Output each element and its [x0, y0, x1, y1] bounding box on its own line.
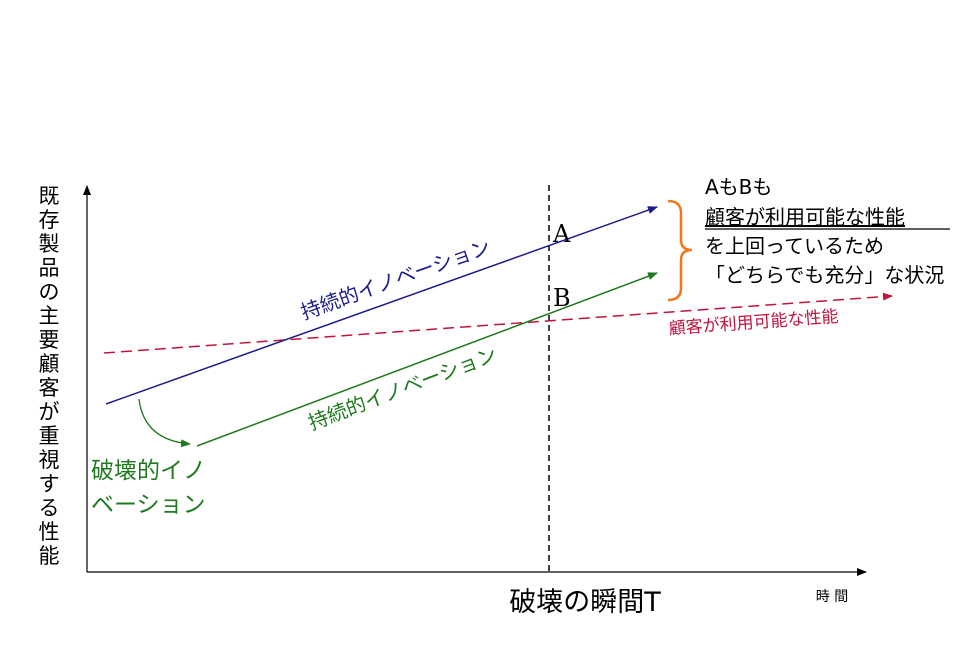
y-label-char: 視	[39, 448, 60, 472]
note-line2: 顧客が利用可能な性能	[705, 205, 905, 229]
y-label-char: 品	[39, 256, 60, 280]
moment-label: 破壊の瞬間T	[509, 587, 661, 618]
note-bracket	[667, 199, 693, 302]
disruptive-label-line1: 破壊的イノ	[91, 458, 206, 484]
y-axis-label: 既 存 製 品 の 主 要 顧 客 が 重 視 す る 性 能	[39, 184, 60, 568]
x-axis-label: 時 間	[816, 589, 848, 605]
note-line1: AもBも	[705, 175, 772, 199]
disruptive-label-line2: ベーション	[91, 492, 206, 518]
y-label-char: が	[39, 400, 60, 424]
y-label-char: 重	[39, 424, 60, 448]
y-label-char: 存	[39, 208, 60, 232]
y-label-char: 性	[39, 520, 60, 544]
lower-sustaining-line	[196, 272, 658, 447]
y-label-char: 要	[39, 328, 60, 352]
y-label-char: 既	[39, 184, 60, 208]
point-b-label: B	[553, 284, 571, 312]
point-a-label: A	[552, 220, 571, 248]
y-label-char: る	[39, 496, 60, 520]
customer-performance-line	[103, 292, 893, 354]
upper-sustaining-label: 持続的イノベーション	[298, 234, 494, 324]
disruptive-arrow	[138, 398, 191, 448]
y-label-char: 顧	[39, 352, 60, 376]
note-line4: 「どちらでも充分」な状況	[705, 263, 944, 287]
upper-sustaining-line	[105, 206, 658, 405]
y-label-char: の	[39, 280, 60, 304]
y-label-char: す	[39, 472, 60, 496]
lower-sustaining-label: 持続的イノベーション	[305, 342, 500, 435]
customer-performance-label: 顧客が利用可能な性能	[668, 307, 839, 339]
y-label-char: 能	[39, 544, 60, 568]
y-label-char: 客	[39, 376, 60, 400]
note-line3: を上回っているため	[705, 234, 884, 258]
y-label-char: 製	[39, 232, 60, 256]
y-label-char: 主	[39, 304, 60, 328]
